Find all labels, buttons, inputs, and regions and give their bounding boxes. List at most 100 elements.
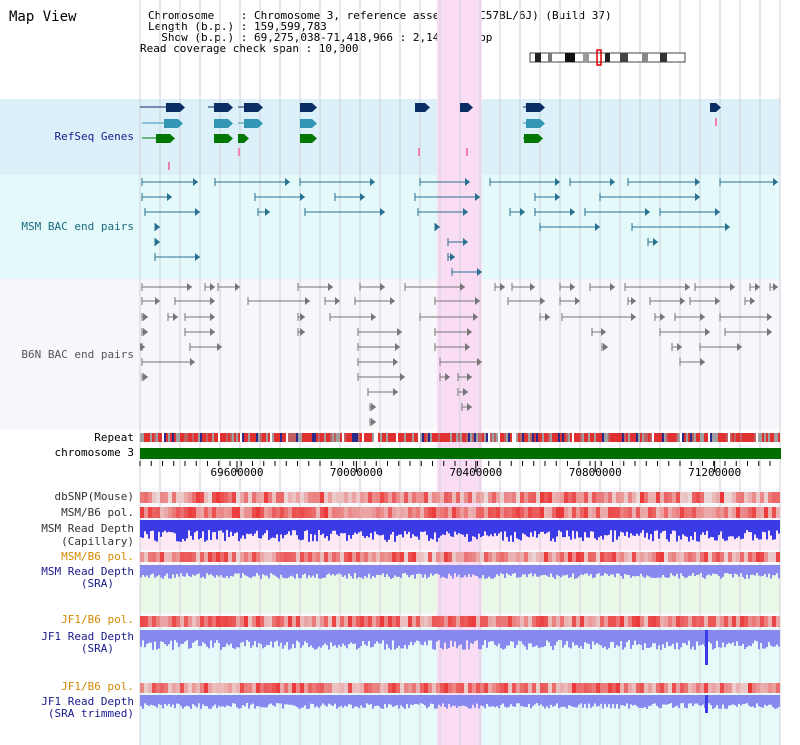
msm-cap-depth-bar <box>476 520 478 540</box>
msm-b6-pol2-cell <box>376 552 380 562</box>
jf1-b6-pol-cell <box>232 616 236 627</box>
jf1-b6-pol2-cell <box>640 683 644 693</box>
msm-sra-depth-bar <box>660 565 662 578</box>
jf1-trim-depth-bar <box>264 695 266 708</box>
msm-sra-depth-bar <box>166 565 168 574</box>
jf1-sra-depth-bar <box>182 630 184 644</box>
jf1-sra-depth-bar <box>586 630 588 644</box>
msm-b6-pol2-cell <box>604 552 608 562</box>
msm-cap-depth-bar <box>552 520 554 539</box>
jf1-b6-pol-cell <box>152 616 156 627</box>
dbsnp-cell <box>716 492 720 503</box>
msm-sra-depth-bar <box>486 565 488 579</box>
jf1-b6-pol2-cell <box>500 683 504 693</box>
jf1-sra-depth-bar <box>346 630 348 649</box>
msm-b6-pol-cell <box>244 507 248 518</box>
jf1-trim-depth-bar <box>568 695 570 706</box>
label-jf1-depth-sra: JF1 Read Depth <box>41 630 134 643</box>
jf1-b6-pol-cell <box>540 616 544 627</box>
jf1-sra-depth-bar <box>598 630 600 645</box>
jf1-sra-depth-bar <box>194 630 196 642</box>
jf1-trim-depth-bar <box>676 695 678 706</box>
jf1-b6-pol-cell <box>772 616 776 627</box>
msm-sra-depth-bar <box>678 565 680 579</box>
repeat-bar <box>258 433 260 442</box>
jf1-b6-pol-cell <box>504 616 508 627</box>
jf1-sra-depth-bar <box>774 630 776 647</box>
jf1-trim-depth-bar <box>442 695 444 704</box>
msm-b6-pol-cell <box>588 507 592 518</box>
dbsnp-cell <box>444 492 448 503</box>
dbsnp-cell <box>348 492 352 503</box>
jf1-trim-depth-bar <box>532 695 534 706</box>
dbsnp-cell <box>672 492 676 503</box>
repeat-bar <box>752 433 754 442</box>
jf1-sra-depth-bar <box>420 630 422 645</box>
msm-b6-pol2-cell <box>624 552 628 562</box>
jf1-trim-depth-bar <box>146 695 148 705</box>
jf1-b6-pol-cell <box>260 616 264 627</box>
msm-cap-depth-bar <box>720 520 722 532</box>
jf1-trim-depth-bar <box>576 695 578 708</box>
jf1-trim-depth-bar <box>276 695 278 704</box>
jf1-sra-depth-bar <box>666 630 668 642</box>
msm-cap-depth-bar <box>140 520 142 538</box>
jf1-b6-pol-cell <box>192 616 196 627</box>
jf1-b6-pol2-cell <box>476 683 480 693</box>
msm-sra-depth-bar <box>262 565 264 575</box>
label-repeat: Repeat <box>94 431 134 444</box>
msm-sra-depth-bar <box>544 565 546 575</box>
jf1-sra-depth-bar <box>562 630 564 648</box>
dbsnp-cell <box>356 492 360 503</box>
jf1-b6-pol2-cell <box>676 683 680 693</box>
msm-b6-pol2-cell <box>600 552 604 562</box>
msm-b6-pol2-cell <box>368 552 372 562</box>
repeat-bar <box>598 433 600 442</box>
repeat-bar <box>282 433 284 442</box>
msm-b6-pol-cell <box>332 507 336 518</box>
jf1-sra-depth-bar <box>314 630 316 650</box>
msm-cap-depth-bar <box>326 520 328 537</box>
msm-b6-pol-cell <box>416 507 420 518</box>
msm-cap-depth-bar <box>594 520 596 539</box>
msm-cap-depth-bar <box>726 520 728 541</box>
msm-b6-pol-cell <box>708 507 712 518</box>
chromosome-ideogram[interactable] <box>529 49 686 66</box>
jf1-b6-pol-cell <box>168 616 172 627</box>
msm-cap-depth-bar <box>170 520 172 533</box>
msm-cap-depth-bar <box>524 520 526 535</box>
dbsnp-cell <box>192 492 196 503</box>
msm-sra-depth-bar <box>580 565 582 575</box>
jf1-sra-depth-bar <box>440 630 442 649</box>
label-msm-depth-cap: MSM Read Depth <box>41 522 134 535</box>
dbsnp-cell <box>196 492 200 503</box>
jf1-b6-pol-cell <box>480 616 484 627</box>
jf1-sra-depth-bar <box>640 630 642 646</box>
refseq-panel-left <box>0 99 140 175</box>
repeat-bar <box>328 433 330 442</box>
b6n-bac-arrow <box>393 388 398 396</box>
msm-b6-pol2-cell <box>504 552 508 562</box>
jf1-sra-depth-bar <box>312 630 314 648</box>
msm-b6-pol2-cell <box>272 552 276 562</box>
msm-b6-pol2-cell <box>408 552 412 562</box>
jf1-b6-pol2-cell <box>760 683 764 693</box>
repeat-bar <box>302 433 304 442</box>
dbsnp-cell <box>664 492 668 503</box>
repeat-bar <box>750 433 752 442</box>
jf1-b6-pol-cell <box>644 616 648 627</box>
msm-sra-depth-bar <box>626 565 628 575</box>
repeat-bar <box>296 433 298 442</box>
jf1-b6-pol2-cell <box>412 683 416 693</box>
jf1-trim-depth-bar <box>760 695 762 708</box>
msm-cap-depth-bar <box>386 520 388 542</box>
msm-b6-pol2-cell <box>184 552 188 562</box>
jf1-trim-depth-bar <box>506 695 508 708</box>
msm-sra-depth-bar <box>372 565 374 577</box>
jf1-sra-depth-bar <box>628 630 630 641</box>
msm-b6-pol2-cell <box>700 552 704 562</box>
jf1-sra-depth-bar <box>170 630 172 641</box>
jf1-b6-pol-cell <box>212 616 216 627</box>
msm-cap-depth-bar <box>488 520 490 537</box>
